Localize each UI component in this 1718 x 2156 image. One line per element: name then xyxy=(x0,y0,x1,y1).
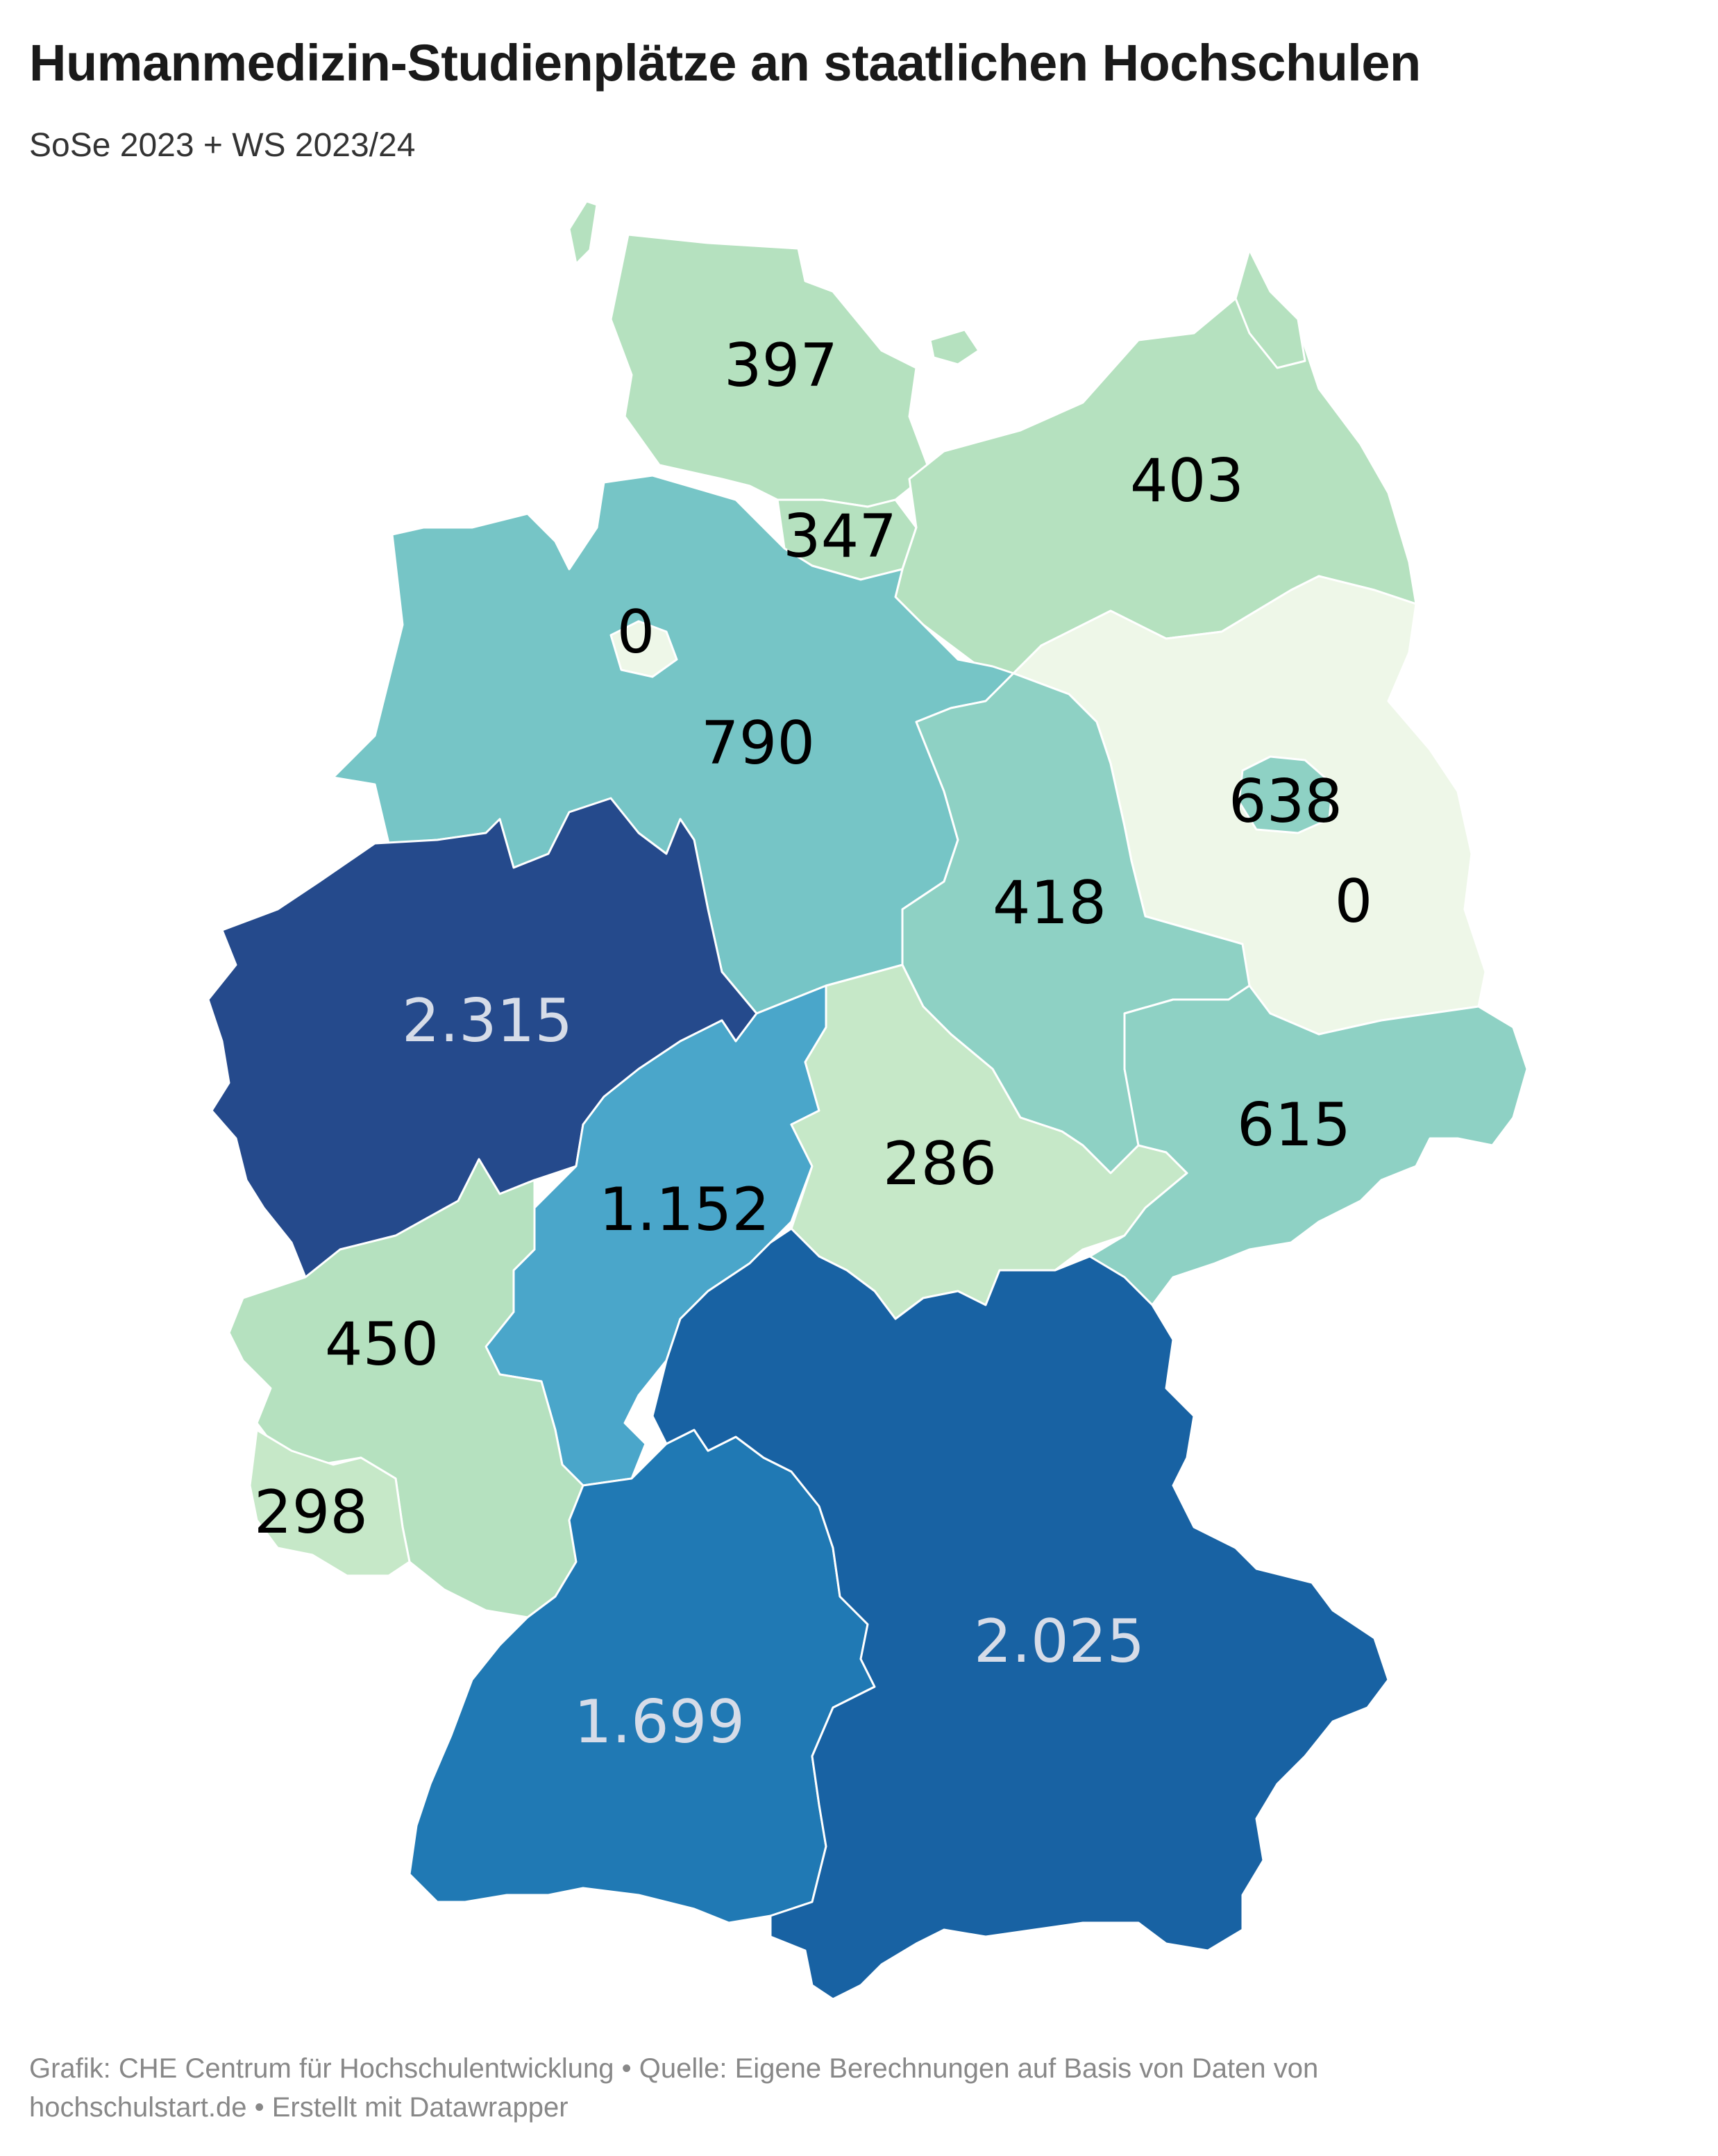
footer-source-line: Grafik: CHE Centrum für Hochschulentwick… xyxy=(29,2053,1319,2084)
chart-title: Humanmedizin-Studienplätze an staatliche… xyxy=(29,34,1421,92)
value-label-nordrhein-westfalen: 2.315 xyxy=(402,986,573,1056)
footer-credit-line: hochschulstart.de • Erstellt mit Datawra… xyxy=(29,2092,569,2123)
value-label-sachsen-anhalt: 418 xyxy=(993,868,1106,938)
value-label-hessen: 1.152 xyxy=(599,1175,770,1245)
region-mecklenburg-vorpommern-island-ruegen xyxy=(1234,249,1306,369)
value-label-schleswig-holstein: 397 xyxy=(724,331,838,401)
region-saarland[interactable] xyxy=(249,1429,411,1577)
value-label-niedersachsen: 790 xyxy=(701,709,815,778)
value-label-thueringen: 286 xyxy=(883,1129,997,1199)
region-schleswig-holstein-island-sylt xyxy=(568,200,598,265)
chart-subtitle: SoSe 2023 + WS 2023/24 xyxy=(29,127,416,164)
region-sachsen[interactable] xyxy=(1088,984,1528,1306)
value-label-sachsen: 615 xyxy=(1237,1090,1351,1160)
region-bayern[interactable] xyxy=(651,1227,1390,2001)
region-bremen[interactable] xyxy=(609,620,678,678)
value-label-brandenburg: 0 xyxy=(1335,867,1373,936)
value-label-bremen: 0 xyxy=(617,598,655,667)
region-berlin[interactable] xyxy=(1238,755,1334,834)
value-label-saarland: 298 xyxy=(254,1478,368,1547)
value-label-berlin: 638 xyxy=(1229,767,1342,836)
region-schleswig-holstein-island-fehmarn xyxy=(929,328,980,366)
value-label-baden-wuerttemberg: 1.699 xyxy=(574,1687,745,1757)
chart-footer: Grafik: CHE Centrum für Hochschulentwick… xyxy=(29,2049,1522,2127)
value-label-bayern: 2.025 xyxy=(974,1607,1145,1676)
value-label-mecklenburg-vorpommern: 403 xyxy=(1130,446,1244,516)
germany-map: 397 347 403 0 790 638 0 418 2.315 615 28… xyxy=(207,200,1528,2001)
value-label-rheinland-pfalz: 450 xyxy=(325,1310,439,1379)
value-label-hamburg: 347 xyxy=(783,502,897,571)
